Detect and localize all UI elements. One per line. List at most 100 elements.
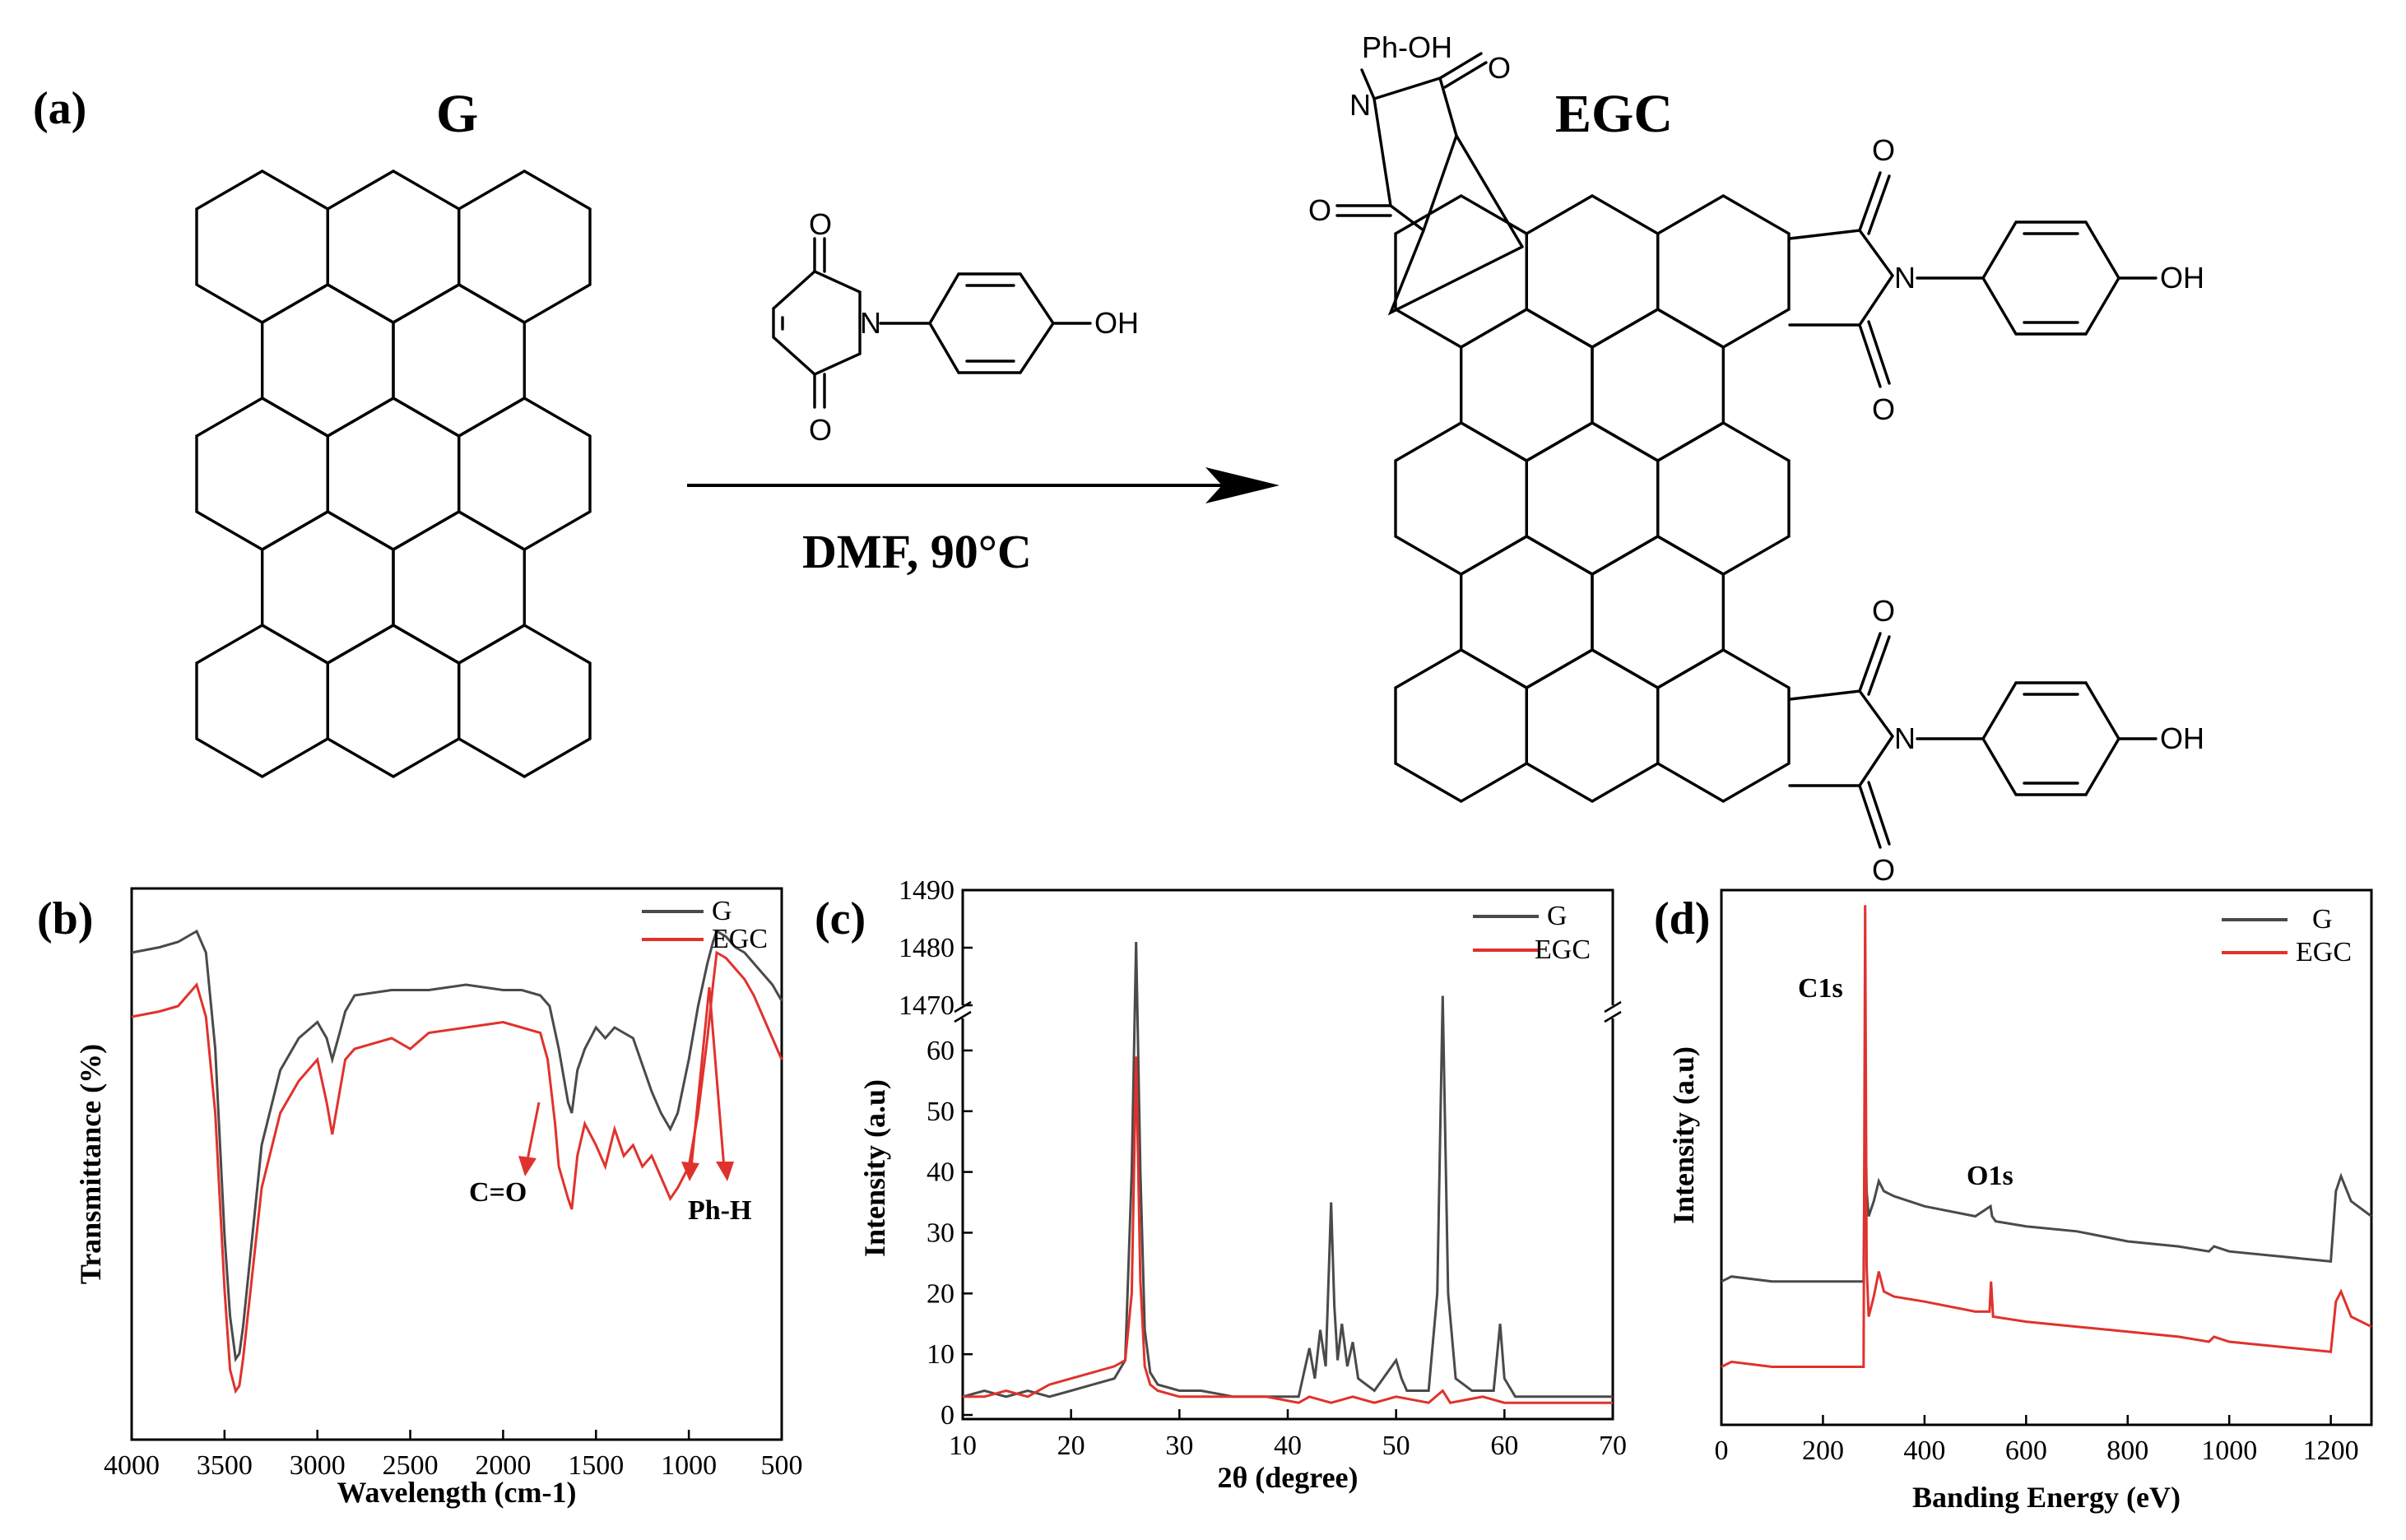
panel-d-label: (d) (1654, 893, 1710, 944)
panel-b-phenyl-arrow-a (708, 986, 726, 1169)
panel-c-x-axis-label: 2θ (degree) (1217, 1461, 1358, 1494)
hex-ring (195, 169, 329, 324)
panel-c-x-tick-label: 40 (1274, 1431, 1302, 1461)
panel-c: (c) 10 20 30 40 50 60 700102030405060147014801… (815, 875, 1627, 1494)
maleimide-reagent: O O N OH (772, 207, 1139, 447)
egc-oxygen-right-upper-a: O (1872, 133, 1895, 167)
hex-ring (195, 624, 329, 778)
panel-c-y-tick-label: 50 (927, 1097, 955, 1127)
panel-d-x-tick-label: 400 (1903, 1436, 1945, 1466)
panel-d-x-tick-label: 600 (2005, 1436, 2047, 1466)
panel-c-series-g (962, 941, 1613, 1399)
hex-ring (1656, 421, 1791, 576)
panel-d-series-g (1721, 1090, 2372, 1283)
egc-oxygen-right-lower-b: O (1872, 853, 1895, 887)
egc-imide-right-upper: O O N OH (1788, 133, 2204, 426)
panel-c-y-tick-label: 1490 (899, 875, 955, 906)
panel-d-peak-label-o1s: O1s (1967, 1161, 2014, 1191)
panel-d-x-tick-label: 1200 (2303, 1436, 2359, 1466)
panel-b-carbonyl-arrow (525, 1102, 541, 1165)
panel-b-legend-egc: EGC (712, 924, 768, 954)
panel-c-y-tick-label: 0 (941, 1400, 955, 1431)
hex-ring (1525, 648, 1660, 803)
panel-c-series-egc (963, 1056, 1613, 1404)
hex-ring (1525, 421, 1660, 576)
hex-ring (392, 283, 526, 438)
panel-c-x-tick-label: 60 (1490, 1431, 1518, 1461)
maleimide-nitrogen: N (860, 306, 881, 340)
hex-ring (1459, 308, 1594, 462)
egc-imide-right-lower: O O N OH (1788, 594, 2204, 887)
panel-b-y-axis-label: Transmittance (%) (74, 1044, 107, 1284)
panel-b-series-egc (131, 950, 783, 1394)
panel-b-label: (b) (37, 893, 93, 944)
panel-b-annotation-carbonyl: C=O (469, 1177, 527, 1208)
panel-b-legend-g: G (712, 896, 732, 926)
maleimide-oxygen-top: O (809, 207, 832, 241)
panel-b-x-tick-label: 2500 (383, 1450, 439, 1481)
panel-c-plot-frame (961, 888, 1614, 1421)
hex-ring (261, 283, 395, 438)
egc-nitrogen-right-upper: N (1894, 261, 1916, 295)
panel-a-label: (a) (33, 83, 86, 134)
maleimide-oxygen-bottom: O (809, 413, 832, 447)
egc-hydroxyl-right-lower: OH (2160, 721, 2204, 755)
panel-c-axis-break-marks (954, 1000, 1622, 1023)
egc-oxygen-right-lower-a: O (1872, 594, 1895, 628)
hex-ring (326, 397, 461, 551)
egc-oxygen-top-left-b: O (1488, 51, 1511, 85)
panel-c-y-tick-label: 30 (927, 1218, 955, 1248)
hex-ring (1656, 648, 1791, 803)
panel-c-y-tick-label: 60 (927, 1036, 955, 1066)
hex-ring (1394, 421, 1529, 576)
panel-b-x-axis-label: Wavelength (cm-1) (337, 1476, 577, 1509)
hex-ring (1525, 194, 1660, 349)
panel-b-x-tick-label: 3500 (197, 1450, 253, 1481)
egc-oxygen-right-upper-b: O (1872, 392, 1895, 426)
panel-c-y-tick-label: 20 (927, 1278, 955, 1309)
panel-b-x-tick-label: 3000 (290, 1450, 346, 1481)
hex-ring (458, 397, 592, 551)
panel-b-x-tick-label: 4000 (104, 1450, 160, 1481)
panel-b-phenyl-arrow-b (690, 986, 711, 1169)
panel-d-x-axis-label: Banding Energy (eV) (1912, 1481, 2181, 1514)
panel-c-legend-g: G (1547, 901, 1568, 931)
egc-oxygen-top-left-a: O (1308, 193, 1331, 227)
panel-c-y-axis-label: Intensity (a.u) (858, 1079, 891, 1257)
panel-d-series-egc (1721, 905, 2372, 1368)
panel-c-y-tick-label: 40 (927, 1157, 955, 1188)
panel-d-x-tick-label: 200 (1802, 1436, 1844, 1466)
panel-d: (d) 0 200 400 600 800 1000 1200 Banding Energy… (1654, 888, 2373, 1514)
graphene-structure (195, 169, 592, 778)
panel-c-legend-egc: EGC (1535, 935, 1591, 965)
panel-c-x-tick-label: 70 (1599, 1431, 1627, 1461)
phenol-substituent: Ph-OH (1362, 30, 1452, 64)
panel-d-x-tick-label: 1000 (2201, 1436, 2257, 1466)
hex-ring (1459, 535, 1594, 689)
panel-c-x-tick-label: 20 (1057, 1431, 1085, 1461)
hex-ring (458, 624, 592, 778)
panel-d-y-axis-label: Intensity (a.u) (1667, 1046, 1700, 1224)
panel-c-x-tick-label: 10 (949, 1431, 977, 1461)
hex-ring (1394, 648, 1529, 803)
panel-b-carbonyl-arrowhead (518, 1156, 536, 1176)
panel-d-plot-frame (1720, 888, 2373, 1426)
panel-d-legend-egc: EGC (2296, 937, 2352, 967)
panel-b-x-tick-label: 2000 (475, 1450, 531, 1481)
hex-ring (195, 397, 329, 551)
hex-ring (326, 169, 461, 324)
panel-b-series-g (131, 929, 783, 1363)
reaction-arrow (687, 467, 1280, 503)
hex-ring (261, 510, 395, 665)
panel-c-label: (c) (815, 893, 866, 944)
maleimide-hydroxyl: OH (1094, 306, 1139, 340)
panel-d-legend-g: G (2312, 904, 2333, 935)
panel-b-plot-frame (130, 887, 783, 1441)
hex-ring (458, 169, 592, 324)
panel-c-x-tick-label: 50 (1382, 1431, 1410, 1461)
reaction-conditions: DMF, 90°C (802, 525, 1032, 578)
egc-imide-top-left: Ph-OH N O O (1308, 30, 1524, 316)
hex-ring (1591, 535, 1726, 689)
